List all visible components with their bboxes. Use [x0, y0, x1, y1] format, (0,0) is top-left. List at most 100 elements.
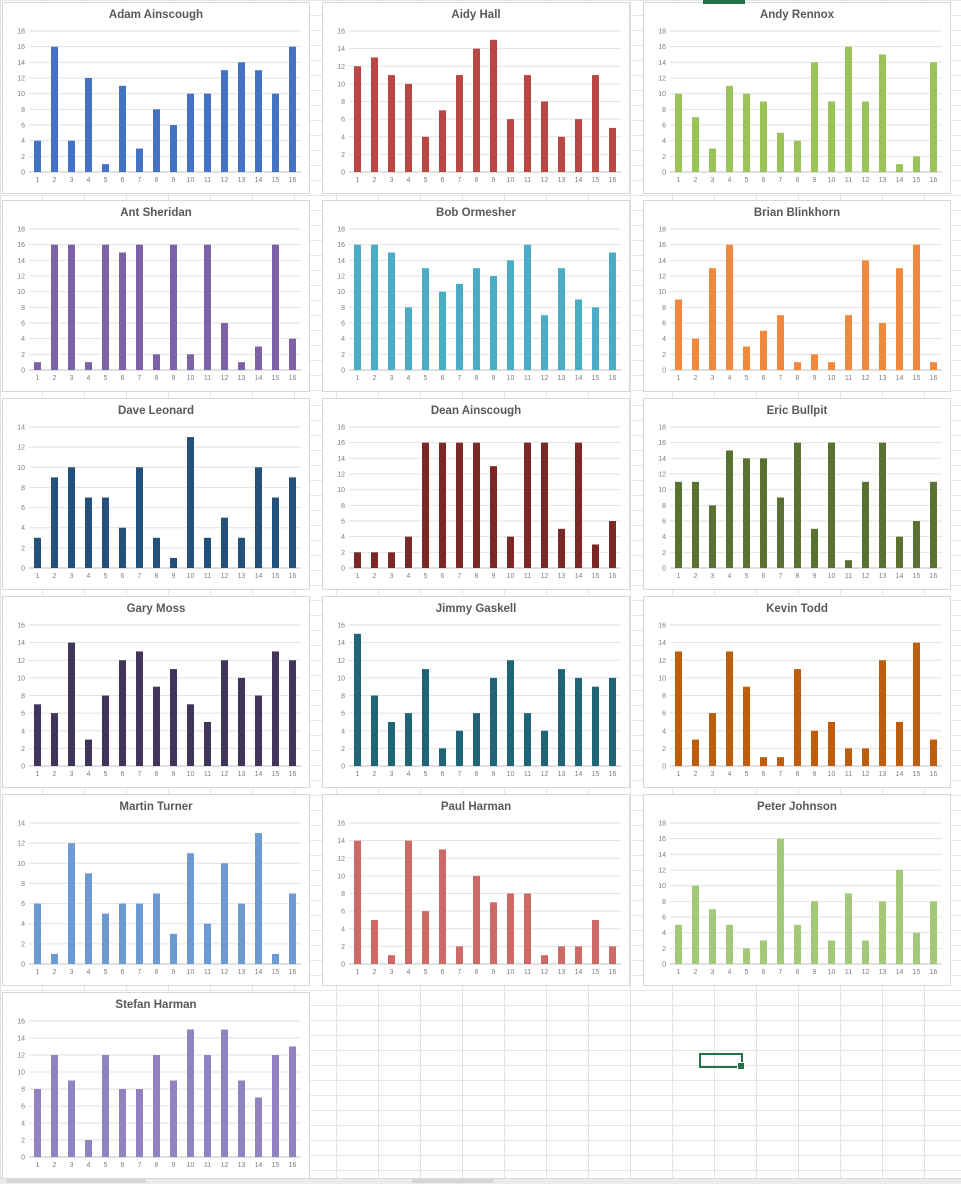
x-tick-label: 9: [492, 573, 496, 580]
chart-stefan-harman[interactable]: Stefan Harman 0 2 4 6 8 10 12 14 16 1 2 3 4 5 6 7 8 9 10 11 1…: [2, 992, 310, 1179]
bar-14: [896, 721, 903, 766]
y-tick-label: 2: [21, 746, 25, 753]
y-tick-label: 4: [21, 138, 25, 145]
y-tick-label: 8: [21, 107, 25, 114]
bar-4: [85, 739, 92, 766]
x-tick-label: 13: [879, 771, 887, 778]
x-tick-label: 10: [507, 969, 515, 976]
bar-2: [51, 1055, 58, 1157]
bar-12: [862, 260, 869, 370]
active-cell-selection[interactable]: [699, 1053, 745, 1070]
y-tick-label: 18: [658, 425, 666, 432]
bar-15: [592, 75, 599, 172]
y-tick-label: 8: [662, 305, 666, 312]
bar-12: [221, 70, 228, 172]
x-tick-label: 10: [187, 1162, 195, 1169]
y-tick-label: 12: [17, 76, 25, 83]
chart-dave-leonard[interactable]: Dave Leonard 0 2 4 6 8 10 12 14 1 2 3 4 5 6 7 8 9 10 11 12 13…: [2, 398, 310, 590]
y-tick-label: 0: [662, 566, 666, 573]
x-tick-label: 3: [711, 969, 715, 976]
x-tick-label: 3: [711, 573, 715, 580]
x-tick-label: 1: [677, 771, 681, 778]
bar-5: [422, 669, 429, 766]
x-tick-label: 6: [441, 375, 445, 382]
cell-selection-top-edge: [703, 0, 745, 4]
y-tick-label: 8: [341, 693, 345, 700]
chart-eric-bullpit[interactable]: Eric Bullpit 0 2 4 6 8 10 12 14 16 18 1 2 3 4 5 6 7 8 9 10 11…: [643, 398, 951, 590]
chart-title: Paul Harman: [441, 801, 511, 813]
bar-7: [136, 903, 143, 964]
x-tick-label: 11: [524, 771, 531, 778]
y-tick-label: 14: [337, 456, 345, 463]
bar-6: [760, 330, 767, 370]
bar-6: [439, 748, 446, 766]
x-tick-label: 6: [121, 573, 125, 580]
chart-martin-turner[interactable]: Martin Turner 0 2 4 6 8 10 12 14 1 2 3 4 5 6 7 8 9 10 11 12 1…: [2, 794, 310, 986]
y-tick-label: 10: [337, 81, 345, 88]
chart-gary-moss[interactable]: Gary Moss 0 2 4 6 8 10 12 14 16 1 2 3 4 5 6 7 8 9 10 11 12 13 1…: [2, 596, 310, 788]
bar-8: [153, 893, 160, 964]
bar-15: [272, 93, 279, 172]
bar-1: [675, 93, 682, 172]
chart-kevin-todd[interactable]: Kevin Todd 0 2 4 6 8 10 12 14 16 1 2 3 4 5 6 7 8 9 10 11 12 13…: [643, 596, 951, 788]
chart-dean-ainscough[interactable]: Dean Ainscough 0 2 4 6 8 10 12 14 16 18 1 2 3 4 5 6 7 8 9 10…: [322, 398, 630, 590]
bar-11: [204, 721, 211, 766]
bar-2: [51, 244, 58, 370]
y-tick-label: 0: [662, 962, 666, 969]
y-tick-label: 0: [662, 764, 666, 771]
y-tick-label: 16: [658, 440, 666, 447]
chart-title: Jimmy Gaskell: [436, 603, 517, 615]
x-tick-label: 1: [356, 375, 360, 382]
bar-4: [85, 362, 92, 370]
x-tick-label: 3: [711, 177, 715, 184]
x-tick-label: 12: [221, 177, 229, 184]
bar-4: [726, 85, 733, 172]
x-tick-label: 12: [541, 969, 549, 976]
y-tick-label: 10: [17, 1070, 25, 1077]
bar-1: [675, 651, 682, 766]
bar-9: [490, 902, 497, 964]
chart-andy-rennox[interactable]: Andy Rennox 0 2 4 6 8 10 12 14 16 18 1 2 3 4 5 6 7 8 9 10 11 1…: [643, 2, 951, 194]
chart-title: Martin Turner: [119, 801, 193, 813]
chart-jimmy-gaskell[interactable]: Jimmy Gaskell 0 2 4 6 8 10 12 14 16 1 2 3 4 5 6 7 8 9 10 11 1…: [322, 596, 630, 788]
y-tick-label: 8: [341, 305, 345, 312]
y-tick-label: 6: [21, 901, 25, 908]
x-tick-label: 3: [70, 969, 74, 976]
x-tick-label: 9: [813, 573, 817, 580]
bar-15: [592, 544, 599, 568]
chart-ant-sheridan[interactable]: Ant Sheridan 0 2 4 6 8 10 12 14 16 18 1 2 3 4 5 6 7 8 9 10 11…: [2, 200, 310, 392]
bar-5: [422, 442, 429, 568]
chart-bob-ormesher[interactable]: Bob Ormesher 0 2 4 6 8 10 12 14 16 18 1 2 3 4 5 6 7 8 9 10 11…: [322, 200, 630, 392]
bar-1: [34, 140, 41, 172]
bar-10: [507, 536, 514, 568]
y-tick-label: 14: [17, 821, 25, 828]
y-tick-label: 16: [17, 44, 25, 51]
bar-10: [187, 853, 194, 964]
x-tick-label: 3: [70, 177, 74, 184]
bar-10: [828, 442, 835, 568]
x-tick-label: 14: [896, 375, 904, 382]
bar-12: [862, 481, 869, 568]
x-tick-label: 12: [221, 771, 229, 778]
bar-1: [34, 903, 41, 964]
bar-7: [456, 442, 463, 568]
chart-adam-ainscough[interactable]: Adam Ainscough 0 2 4 6 8 10 12 14 16 18 1 2 3 4 5 6 7 8 9 10…: [2, 2, 310, 194]
chart-brian-blinkhorn[interactable]: Brian Blinkhorn 0 2 4 6 8 10 12 14 16 18 1 2 3 4 5 6 7 8 9 1…: [643, 200, 951, 392]
x-tick-label: 13: [238, 573, 246, 580]
chart-peter-johnson[interactable]: Peter Johnson 0 2 4 6 8 10 12 14 16 18 1 2 3 4 5 6 7 8 9 10 1…: [643, 794, 951, 986]
x-tick-label: 12: [541, 771, 549, 778]
bar-11: [524, 75, 531, 172]
y-tick-label: 12: [658, 868, 666, 875]
fill-handle[interactable]: [737, 1062, 745, 1070]
bar-7: [777, 315, 784, 370]
x-tick-label: 14: [575, 771, 583, 778]
bar-4: [726, 244, 733, 370]
chart-aidy-hall[interactable]: Aidy Hall 0 2 4 6 8 10 12 14 16 1 2 3 4 5 6 7 8 9 10 11 12 13 1…: [322, 2, 630, 194]
chart-paul-harman[interactable]: Paul Harman 0 2 4 6 8 10 12 14 16 1 2 3 4 5 6 7 8 9 10 11 12 1…: [322, 794, 630, 986]
bar-8: [153, 109, 160, 172]
y-tick-label: 12: [337, 64, 345, 71]
